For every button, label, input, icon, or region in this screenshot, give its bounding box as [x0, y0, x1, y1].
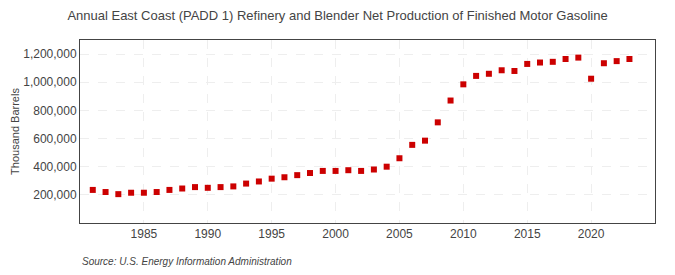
- svg-text:1985: 1985: [131, 227, 158, 241]
- svg-text:200,000: 200,000: [33, 188, 77, 202]
- svg-text:2005: 2005: [386, 227, 413, 241]
- svg-text:400,000: 400,000: [33, 160, 77, 174]
- svg-text:Source: U.S. Energy Informatio: Source: U.S. Energy Information Administ…: [82, 256, 292, 267]
- svg-text:1,200,000: 1,200,000: [23, 47, 77, 61]
- svg-text:800,000: 800,000: [33, 104, 77, 118]
- svg-text:Annual East Coast (PADD 1) Ref: Annual East Coast (PADD 1) Refinery and …: [67, 8, 607, 23]
- svg-text:1990: 1990: [194, 227, 221, 241]
- svg-text:2015: 2015: [514, 227, 541, 241]
- svg-text:1995: 1995: [258, 227, 285, 241]
- svg-text:600,000: 600,000: [33, 132, 77, 146]
- svg-text:Thousand Barrels: Thousand Barrels: [9, 88, 21, 175]
- svg-text:2000: 2000: [322, 227, 349, 241]
- svg-text:2020: 2020: [578, 227, 605, 241]
- svg-text:1,000,000: 1,000,000: [23, 75, 77, 89]
- svg-text:2010: 2010: [450, 227, 477, 241]
